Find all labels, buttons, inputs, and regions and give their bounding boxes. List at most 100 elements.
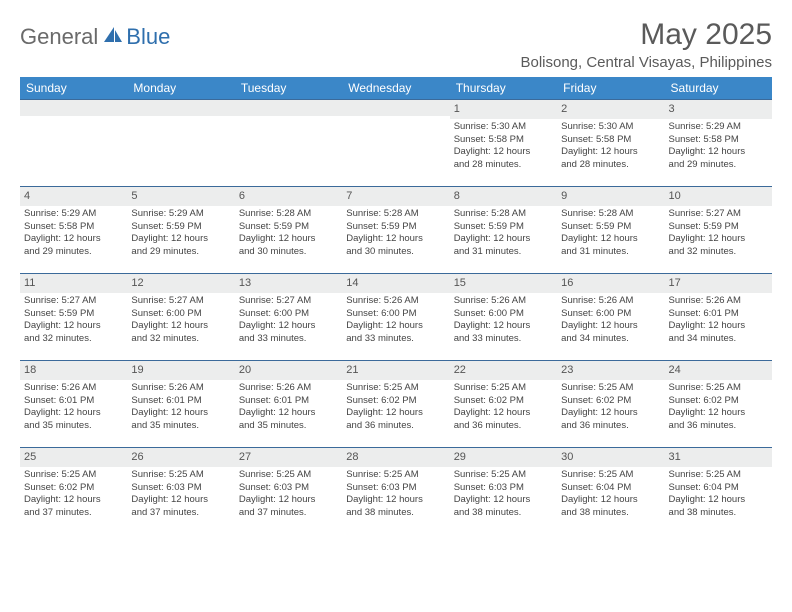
daylight-line2: and 36 minutes. xyxy=(454,420,553,433)
sunset-text: Sunset: 5:58 PM xyxy=(669,134,768,147)
day-number: 28 xyxy=(342,448,449,467)
day-info: Sunrise: 5:26 AMSunset: 6:00 PMDaylight:… xyxy=(450,293,557,348)
day-cell: 27Sunrise: 5:25 AMSunset: 6:03 PMDayligh… xyxy=(235,448,342,534)
daylight-line2: and 33 minutes. xyxy=(454,333,553,346)
daylight-line2: and 38 minutes. xyxy=(669,507,768,520)
sunrise-text: Sunrise: 5:25 AM xyxy=(561,382,660,395)
sunrise-text: Sunrise: 5:27 AM xyxy=(669,208,768,221)
day-info: Sunrise: 5:28 AMSunset: 5:59 PMDaylight:… xyxy=(342,206,449,261)
day-info: Sunrise: 5:25 AMSunset: 6:03 PMDaylight:… xyxy=(342,467,449,522)
daylight-line2: and 30 minutes. xyxy=(346,246,445,259)
day-cell: 6Sunrise: 5:28 AMSunset: 5:59 PMDaylight… xyxy=(235,187,342,273)
daylight-line2: and 28 minutes. xyxy=(561,159,660,172)
day-number: 23 xyxy=(557,361,664,380)
daylight-line2: and 38 minutes. xyxy=(346,507,445,520)
sunrise-text: Sunrise: 5:29 AM xyxy=(24,208,123,221)
daylight-line2: and 35 minutes. xyxy=(239,420,338,433)
sunrise-text: Sunrise: 5:28 AM xyxy=(561,208,660,221)
daylight-line2: and 37 minutes. xyxy=(24,507,123,520)
daylight-line1: Daylight: 12 hours xyxy=(346,233,445,246)
location-text: Bolisong, Central Visayas, Philippines xyxy=(520,54,772,71)
day-info: Sunrise: 5:26 AMSunset: 6:01 PMDaylight:… xyxy=(235,380,342,435)
day-number: 24 xyxy=(665,361,772,380)
day-number: 4 xyxy=(20,187,127,206)
sunrise-text: Sunrise: 5:30 AM xyxy=(454,121,553,134)
day-number: 16 xyxy=(557,274,664,293)
day-cell: 10Sunrise: 5:27 AMSunset: 5:59 PMDayligh… xyxy=(665,187,772,273)
sunset-text: Sunset: 6:04 PM xyxy=(561,482,660,495)
sunrise-text: Sunrise: 5:25 AM xyxy=(454,382,553,395)
day-cell: 4Sunrise: 5:29 AMSunset: 5:58 PMDaylight… xyxy=(20,187,127,273)
day-info: Sunrise: 5:25 AMSunset: 6:02 PMDaylight:… xyxy=(557,380,664,435)
day-cell: 3Sunrise: 5:29 AMSunset: 5:58 PMDaylight… xyxy=(665,100,772,186)
daylight-line1: Daylight: 12 hours xyxy=(561,320,660,333)
day-info: Sunrise: 5:27 AMSunset: 6:00 PMDaylight:… xyxy=(127,293,234,348)
sunrise-text: Sunrise: 5:26 AM xyxy=(669,295,768,308)
title-block: May 2025 Bolisong, Central Visayas, Phil… xyxy=(520,18,772,71)
day-number: 1 xyxy=(450,100,557,119)
sunrise-text: Sunrise: 5:30 AM xyxy=(561,121,660,134)
sunset-text: Sunset: 6:04 PM xyxy=(669,482,768,495)
day-number: 19 xyxy=(127,361,234,380)
daylight-line2: and 38 minutes. xyxy=(454,507,553,520)
day-number xyxy=(20,100,127,116)
daylight-line1: Daylight: 12 hours xyxy=(239,320,338,333)
day-info: Sunrise: 5:25 AMSunset: 6:04 PMDaylight:… xyxy=(665,467,772,522)
day-info: Sunrise: 5:25 AMSunset: 6:02 PMDaylight:… xyxy=(342,380,449,435)
sunset-text: Sunset: 6:02 PM xyxy=(561,395,660,408)
daylight-line2: and 32 minutes. xyxy=(669,246,768,259)
day-cell: 23Sunrise: 5:25 AMSunset: 6:02 PMDayligh… xyxy=(557,361,664,447)
sunrise-text: Sunrise: 5:27 AM xyxy=(239,295,338,308)
day-number: 3 xyxy=(665,100,772,119)
day-number: 5 xyxy=(127,187,234,206)
day-header-wed: Wednesday xyxy=(342,77,449,99)
sunset-text: Sunset: 6:02 PM xyxy=(24,482,123,495)
day-number: 31 xyxy=(665,448,772,467)
day-header-sat: Saturday xyxy=(665,77,772,99)
day-cell: 18Sunrise: 5:26 AMSunset: 6:01 PMDayligh… xyxy=(20,361,127,447)
daylight-line2: and 32 minutes. xyxy=(131,333,230,346)
sunset-text: Sunset: 5:58 PM xyxy=(561,134,660,147)
daylight-line2: and 29 minutes. xyxy=(669,159,768,172)
daylight-line2: and 34 minutes. xyxy=(561,333,660,346)
sunrise-text: Sunrise: 5:25 AM xyxy=(346,469,445,482)
day-info: Sunrise: 5:26 AMSunset: 6:00 PMDaylight:… xyxy=(557,293,664,348)
day-info: Sunrise: 5:27 AMSunset: 6:00 PMDaylight:… xyxy=(235,293,342,348)
daylight-line1: Daylight: 12 hours xyxy=(131,407,230,420)
day-info: Sunrise: 5:29 AMSunset: 5:58 PMDaylight:… xyxy=(665,119,772,174)
daylight-line1: Daylight: 12 hours xyxy=(454,407,553,420)
sunset-text: Sunset: 6:00 PM xyxy=(239,308,338,321)
sunrise-text: Sunrise: 5:26 AM xyxy=(454,295,553,308)
sunset-text: Sunset: 6:00 PM xyxy=(454,308,553,321)
daylight-line1: Daylight: 12 hours xyxy=(454,494,553,507)
day-cell: 1Sunrise: 5:30 AMSunset: 5:58 PMDaylight… xyxy=(450,100,557,186)
day-cell: 14Sunrise: 5:26 AMSunset: 6:00 PMDayligh… xyxy=(342,274,449,360)
daylight-line1: Daylight: 12 hours xyxy=(669,320,768,333)
week-row: 25 Sunrise: 5:25 AM Sunset: 6:02 PM Dayligh… xyxy=(20,447,772,534)
daylight-line1: Daylight: 12 hours xyxy=(131,233,230,246)
logo-text-general: General xyxy=(20,24,98,50)
sunrise-text: Sunrise: 5:28 AM xyxy=(454,208,553,221)
sunrise-text: Sunrise: 5:25 AM xyxy=(561,469,660,482)
day-number: 22 xyxy=(450,361,557,380)
daylight-line2: and 28 minutes. xyxy=(454,159,553,172)
day-cell: 31Sunrise: 5:25 AMSunset: 6:04 PMDayligh… xyxy=(665,448,772,534)
day-info: Sunrise: 5:29 AMSunset: 5:59 PMDaylight:… xyxy=(127,206,234,261)
daylight-line1: Daylight: 12 hours xyxy=(454,233,553,246)
calendar-page: General Blue May 2025 Bolisong, Central … xyxy=(0,0,792,544)
header: General Blue May 2025 Bolisong, Central … xyxy=(20,18,772,71)
daylight-line2: and 31 minutes. xyxy=(454,246,553,259)
day-number: 17 xyxy=(665,274,772,293)
sunset-text: Sunset: 6:01 PM xyxy=(239,395,338,408)
daylight-line2: and 36 minutes. xyxy=(346,420,445,433)
daylight-line1: Daylight: 12 hours xyxy=(669,233,768,246)
day-info: Sunrise: 5:28 AMSunset: 5:59 PMDaylight:… xyxy=(235,206,342,261)
day-number: 25 xyxy=(20,448,127,467)
daylight-line1: Daylight: 12 hours xyxy=(131,494,230,507)
day-header-mon: Monday xyxy=(127,77,234,99)
daylight-line1: Daylight: 12 hours xyxy=(561,494,660,507)
day-header-sun: Sunday xyxy=(20,77,127,99)
day-info: Sunrise: 5:27 AMSunset: 5:59 PMDaylight:… xyxy=(20,293,127,348)
day-cell: 22Sunrise: 5:25 AMSunset: 6:02 PMDayligh… xyxy=(450,361,557,447)
sunrise-text: Sunrise: 5:26 AM xyxy=(561,295,660,308)
